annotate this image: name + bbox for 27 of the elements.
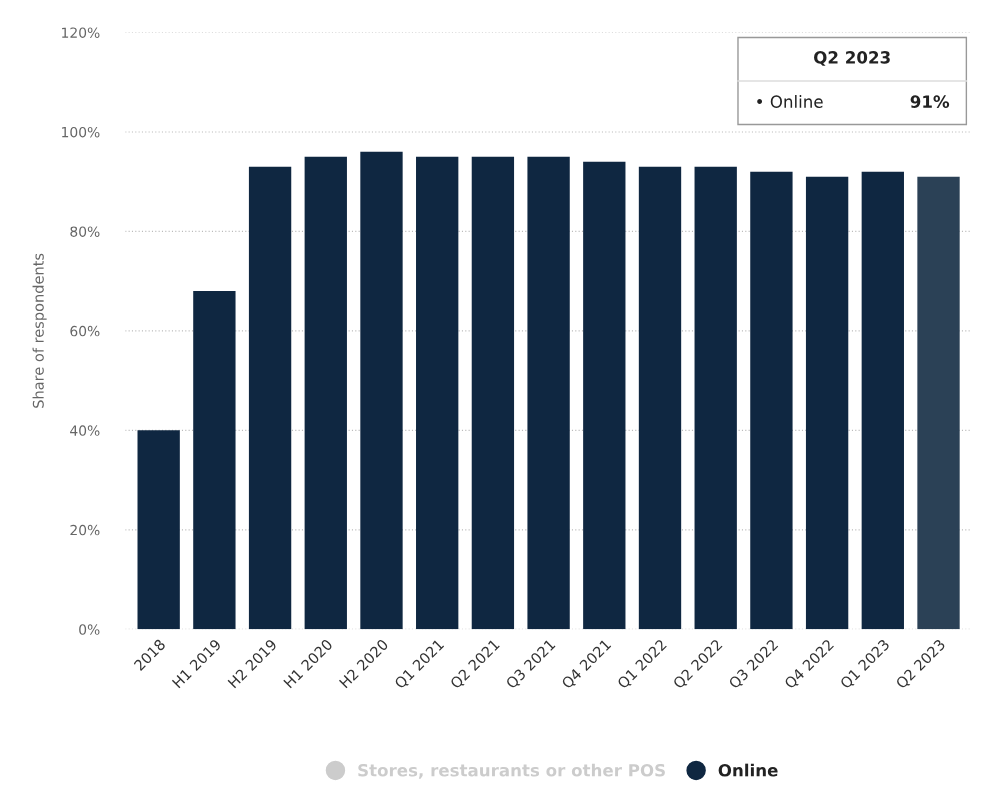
bar — [193, 291, 236, 630]
y-axis-title: Share of respondents — [32, 253, 47, 408]
y-tick-label: 0% — [79, 624, 100, 635]
bar — [304, 156, 347, 630]
annotation: Q2 2023 — [814, 51, 890, 66]
annotation: 91% — [910, 95, 950, 108]
y-tick-label: 80% — [70, 226, 100, 237]
bar — [137, 430, 180, 630]
bar — [805, 176, 849, 630]
y-tick-label: 20% — [70, 524, 100, 536]
y-tick-label: 40% — [70, 425, 100, 436]
legend-label: Online — [718, 763, 778, 777]
bar — [248, 166, 292, 630]
bar — [360, 151, 403, 630]
bar — [917, 176, 960, 630]
y-tick-label: 60% — [70, 325, 100, 337]
bar — [471, 156, 515, 630]
bar — [527, 156, 570, 630]
bar — [416, 156, 459, 630]
y-tick-label: 100% — [62, 126, 100, 138]
bar — [694, 166, 737, 630]
bar — [750, 171, 793, 630]
bar — [861, 171, 904, 630]
y-tick-label: 120% — [62, 27, 100, 38]
bar — [583, 161, 626, 630]
annotation: • Online — [757, 95, 823, 108]
bar — [638, 166, 682, 630]
